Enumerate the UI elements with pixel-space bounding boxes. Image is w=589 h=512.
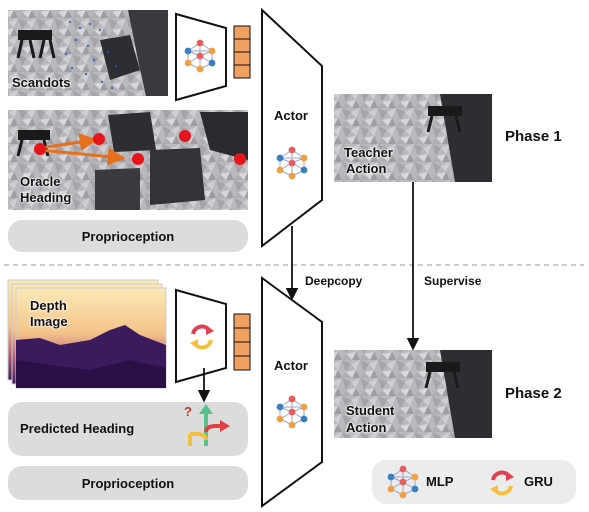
phase2-label: Phase 2 [505,385,562,402]
phase1-encoder-mlp-icon [184,39,216,73]
actor1-mlp-icon [276,146,308,180]
legend-mlp-label: MLP [426,474,454,489]
actor1-label: Actor [274,108,308,123]
scandots-label: Scandots [12,75,71,90]
phase2-proprioception-pill [8,466,248,500]
legend-gru-label: GRU [524,474,553,489]
teacher-action-label-line1: Teacher [344,145,393,160]
actor1-block [261,7,323,249]
actor2-block [261,276,323,508]
actor2-mlp-icon [276,395,308,429]
heading-branch-icon [188,404,230,446]
phase1-embedding [233,25,251,79]
depth-image-stack [7,279,167,389]
phase2-embedding [233,313,251,371]
phase1-proprioception-pill [8,220,248,252]
deepcopy-label: Deepcopy [305,274,363,288]
phase1-proprioception-label: Proprioception [81,229,175,244]
legend-mlp-icon-fg [387,465,419,499]
phase2-encoder-gru-icon [190,324,214,350]
phase2-encoder [175,288,227,384]
teacher-action-image [334,94,492,182]
oracle-heading-label-line1: Oracle [20,174,61,189]
oracle-heading-image [8,110,248,210]
teacher-action-label-line2: Action [346,161,387,176]
legend-gru-icon-fg [490,470,514,496]
supervise-label: Supervise [424,274,482,288]
oracle-heading-label-line2: Heading [20,190,72,205]
phase1-label: Phase 1 [505,128,562,145]
actor2-label: Actor [274,358,308,373]
heading-question-mark: ? [184,404,192,419]
depth-image-label-line2: Image [30,314,68,329]
student-action-image [334,350,492,438]
phase2-proprioception-label: Proprioception [81,476,175,491]
predicted-heading-label: Predicted Heading [20,421,135,436]
student-action-label-line2: Action [346,420,387,435]
depth-image-label-line1: Depth [30,298,67,313]
student-action-label-line1: Student [346,403,395,418]
scandots-image [8,10,168,96]
